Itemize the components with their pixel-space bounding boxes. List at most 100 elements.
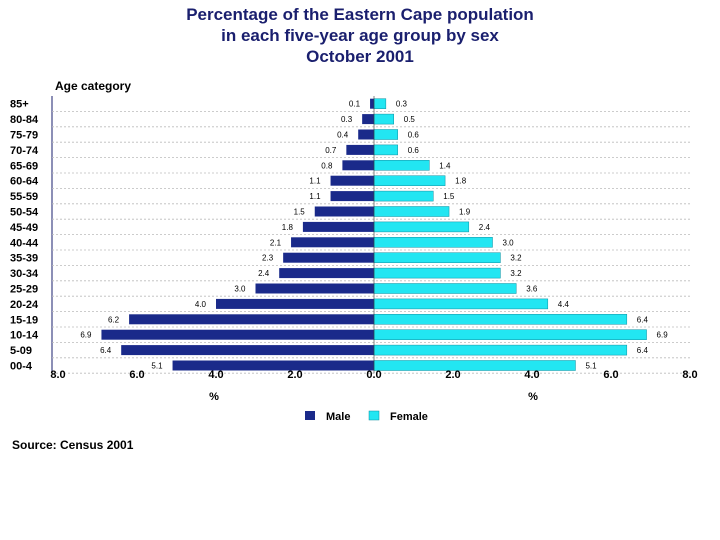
female-bar — [373, 144, 398, 156]
male-bar — [314, 206, 374, 217]
female-value-label: 1.8 — [455, 177, 467, 186]
male-value-label: 0.3 — [341, 115, 353, 124]
male-bar — [330, 191, 374, 202]
female-value-label: 1.9 — [459, 208, 471, 217]
age-category-label: 75-79 — [10, 130, 38, 142]
x-tick-label: 6.0 — [129, 369, 144, 381]
female-bar — [373, 190, 434, 202]
female-value-label: 6.4 — [637, 346, 649, 355]
male-bar — [255, 283, 374, 294]
male-value-label: 2.4 — [258, 269, 270, 278]
male-bar — [172, 360, 374, 371]
male-bar — [291, 237, 374, 248]
y-axis-title: Age category — [55, 79, 131, 93]
age-category-label: 00-4 — [10, 361, 33, 373]
female-value-label: 1.4 — [439, 161, 451, 170]
female-bar — [373, 298, 549, 310]
male-value-label: 0.7 — [325, 146, 337, 155]
male-value-label: 4.0 — [195, 300, 207, 309]
male-bar — [283, 252, 374, 263]
age-category-label: 25-29 — [10, 284, 38, 296]
age-category-label: 5-09 — [10, 345, 32, 357]
age-category-label: 80-84 — [10, 114, 39, 126]
female-value-label: 2.4 — [479, 223, 491, 232]
female-value-label: 0.5 — [404, 115, 416, 124]
male-bar — [346, 144, 374, 155]
legend-female-swatch — [368, 410, 380, 421]
x-tick-label: 4.0 — [524, 369, 539, 381]
female-value-label: 6.9 — [657, 331, 669, 340]
chart-title-line-1: Percentage of the Eastern Cape populatio… — [186, 5, 534, 24]
chart-title-line-2: in each five-year age group by sex — [221, 26, 499, 45]
female-bar — [373, 206, 450, 217]
male-value-label: 6.4 — [100, 346, 112, 355]
female-bar — [373, 175, 446, 186]
x-tick-label: 4.0 — [208, 369, 223, 381]
x-tick-label: 2.0 — [445, 369, 460, 381]
male-bar — [101, 329, 374, 340]
male-bar — [362, 114, 374, 125]
x-unit-left: % — [209, 391, 219, 403]
age-category-label: 45-49 — [10, 222, 38, 234]
female-value-label: 0.6 — [408, 146, 420, 155]
age-category-label: 30-34 — [10, 268, 39, 280]
male-value-label: 2.1 — [270, 238, 282, 247]
male-value-label: 0.8 — [321, 161, 333, 170]
male-bar — [129, 314, 374, 325]
male-value-label: 6.9 — [80, 331, 92, 340]
female-value-label: 3.6 — [526, 285, 538, 294]
male-bar — [342, 160, 374, 171]
male-bar — [302, 221, 374, 232]
female-bar — [373, 129, 398, 140]
female-value-label: 5.1 — [585, 362, 597, 371]
age-category-label: 60-64 — [10, 176, 39, 188]
female-bar — [373, 252, 501, 263]
female-value-label: 0.3 — [396, 100, 408, 109]
age-category-label: 55-59 — [10, 191, 38, 203]
female-bar — [373, 329, 647, 340]
female-bar — [373, 314, 628, 325]
age-category-label: 70-74 — [10, 145, 39, 157]
female-value-label: 4.4 — [558, 300, 570, 309]
male-value-label: 0.4 — [337, 131, 349, 140]
male-bar — [370, 98, 374, 109]
x-tick-label: 8.0 — [682, 369, 697, 381]
female-bar — [373, 283, 517, 294]
female-value-label: 3.0 — [503, 238, 515, 247]
age-category-label: 15-19 — [10, 314, 38, 326]
female-value-label: 3.2 — [510, 269, 522, 278]
x-tick-label: 8.0 — [50, 369, 65, 381]
age-category-label: 10-14 — [10, 330, 39, 342]
female-bar — [373, 267, 501, 279]
legend-male-label: Male — [326, 411, 350, 423]
x-tick-label: 2.0 — [287, 369, 302, 381]
female-bar — [373, 344, 628, 356]
x-tick-label: 0.0 — [366, 369, 381, 381]
male-value-label: 6.2 — [108, 315, 120, 324]
male-bar — [358, 129, 374, 140]
age-category-label: 65-69 — [10, 160, 38, 172]
male-value-label: 1.1 — [309, 177, 321, 186]
age-category-label: 85+ — [10, 99, 29, 111]
female-bar — [373, 360, 576, 371]
female-value-label: 6.4 — [637, 315, 649, 324]
male-value-label: 3.0 — [234, 285, 246, 294]
age-category-label: 40-44 — [10, 237, 39, 249]
male-bar — [216, 298, 374, 309]
male-value-label: 1.8 — [282, 223, 294, 232]
female-value-label: 3.2 — [510, 254, 522, 263]
male-value-label: 5.1 — [151, 362, 163, 371]
male-bar — [279, 268, 374, 279]
female-bar — [373, 98, 387, 109]
female-bar — [373, 160, 430, 171]
source-note: Source: Census 2001 — [12, 438, 134, 452]
female-value-label: 1.5 — [443, 192, 455, 201]
male-value-label: 2.3 — [262, 254, 274, 263]
female-bar — [373, 113, 394, 125]
male-bar — [121, 345, 374, 356]
age-category-label: 50-54 — [10, 207, 39, 219]
age-category-label: 35-39 — [10, 253, 38, 265]
legend-male-swatch — [305, 411, 315, 420]
female-value-label: 0.6 — [408, 131, 420, 140]
age-category-label: 20-24 — [10, 299, 39, 311]
